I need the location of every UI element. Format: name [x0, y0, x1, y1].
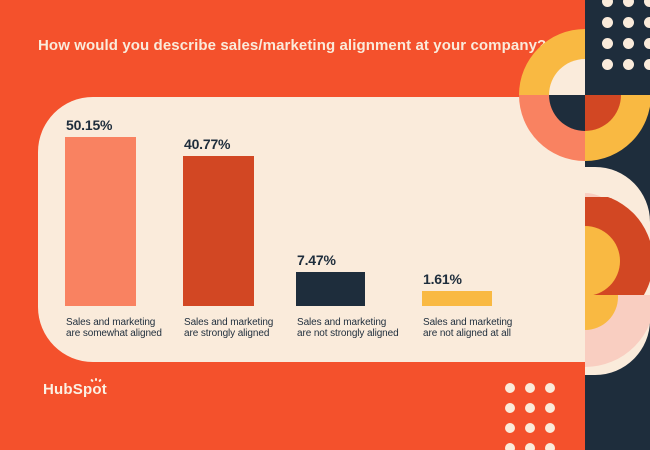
dot-icon — [505, 383, 515, 393]
dot-icon — [505, 403, 515, 413]
decor-strip — [585, 0, 650, 450]
category-label-2: Sales and marketing are not strongly alig… — [297, 317, 399, 339]
value-label-1: 40.77% — [184, 136, 231, 152]
category-label-3: Sales and marketing are not aligned at al… — [423, 317, 513, 339]
dot-icon — [525, 423, 535, 433]
bar-group-3: 1.61% Sales and marketing are not aligned … — [422, 271, 512, 339]
chart-panel: 50.15% Sales and marketing are somewhat al… — [38, 97, 586, 362]
dot-icon — [623, 0, 634, 7]
logo-text-prefix: HubSp — [43, 381, 93, 398]
bar-group-2: 7.47% Sales and marketing are not strongly… — [296, 252, 399, 339]
bar-3 — [422, 291, 492, 306]
bar-group-0: 50.15% Sales and marketing are somewhat al… — [65, 117, 162, 339]
category-label-0: Sales and marketing are somewhat aligned — [66, 317, 162, 339]
dot-icon — [525, 443, 535, 450]
sprocket-o-icon: o — [90, 377, 103, 398]
dot-icon — [525, 403, 535, 413]
dot-icon — [525, 383, 535, 393]
value-label-2: 7.47% — [297, 252, 336, 268]
half-medallion-pink-icon — [585, 295, 650, 375]
bar-2 — [296, 272, 365, 306]
logo-text-suffix: t — [101, 381, 107, 398]
bar-0 — [65, 137, 136, 306]
dot-icon — [623, 59, 634, 70]
dot-icon — [602, 38, 613, 49]
bar-group-1: 40.77% Sales and marketing are strongly al… — [183, 136, 273, 339]
dot-icon — [545, 443, 555, 450]
dot-icon — [545, 423, 555, 433]
hubspot-logo: HubSpo t — [43, 377, 107, 398]
dot-icon — [505, 423, 515, 433]
dot-icon — [602, 17, 613, 28]
dot-icon — [644, 17, 650, 28]
dot-icon — [644, 0, 650, 7]
half-medallion-red-icon — [585, 197, 650, 295]
chart-title: How would you describe sales/marketing a… — [38, 37, 547, 54]
dot-icon — [644, 38, 650, 49]
value-label-3: 1.61% — [423, 271, 462, 287]
dot-icon — [623, 17, 634, 28]
bar-1 — [183, 156, 254, 306]
dot-icon — [545, 383, 555, 393]
dot-icon — [602, 0, 613, 7]
category-label-1: Sales and marketing are strongly aligned — [184, 317, 274, 339]
dot-icon — [644, 59, 650, 70]
dot-icon — [602, 59, 613, 70]
dot-icon — [623, 38, 634, 49]
dot-icon — [545, 403, 555, 413]
dot-icon — [505, 443, 515, 450]
value-label-0: 50.15% — [66, 117, 113, 133]
